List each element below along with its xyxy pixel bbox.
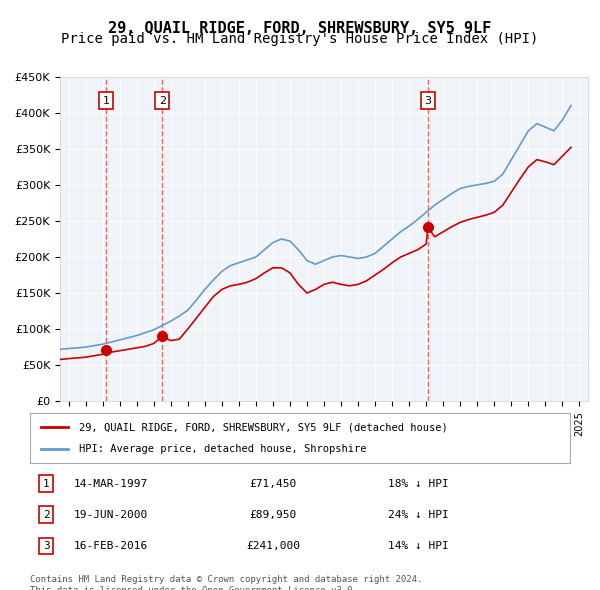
Text: 18% ↓ HPI: 18% ↓ HPI bbox=[388, 478, 449, 489]
Text: 1: 1 bbox=[103, 96, 109, 106]
Text: 3: 3 bbox=[43, 541, 50, 551]
Text: Price paid vs. HM Land Registry's House Price Index (HPI): Price paid vs. HM Land Registry's House … bbox=[61, 32, 539, 47]
Text: 1: 1 bbox=[43, 478, 50, 489]
Text: 29, QUAIL RIDGE, FORD, SHREWSBURY, SY5 9LF: 29, QUAIL RIDGE, FORD, SHREWSBURY, SY5 9… bbox=[109, 21, 491, 35]
Text: 24% ↓ HPI: 24% ↓ HPI bbox=[388, 510, 449, 520]
Text: 2: 2 bbox=[43, 510, 50, 520]
Text: 14-MAR-1997: 14-MAR-1997 bbox=[74, 478, 148, 489]
Text: 29, QUAIL RIDGE, FORD, SHREWSBURY, SY5 9LF (detached house): 29, QUAIL RIDGE, FORD, SHREWSBURY, SY5 9… bbox=[79, 422, 448, 432]
Text: 14% ↓ HPI: 14% ↓ HPI bbox=[388, 541, 449, 551]
Text: £89,950: £89,950 bbox=[250, 510, 296, 520]
Text: 2: 2 bbox=[158, 96, 166, 106]
Text: 3: 3 bbox=[424, 96, 431, 106]
Text: £241,000: £241,000 bbox=[246, 541, 300, 551]
Text: 19-JUN-2000: 19-JUN-2000 bbox=[74, 510, 148, 520]
Text: £71,450: £71,450 bbox=[250, 478, 296, 489]
Text: HPI: Average price, detached house, Shropshire: HPI: Average price, detached house, Shro… bbox=[79, 444, 366, 454]
Text: Contains HM Land Registry data © Crown copyright and database right 2024.
This d: Contains HM Land Registry data © Crown c… bbox=[30, 575, 422, 590]
Text: 16-FEB-2016: 16-FEB-2016 bbox=[74, 541, 148, 551]
